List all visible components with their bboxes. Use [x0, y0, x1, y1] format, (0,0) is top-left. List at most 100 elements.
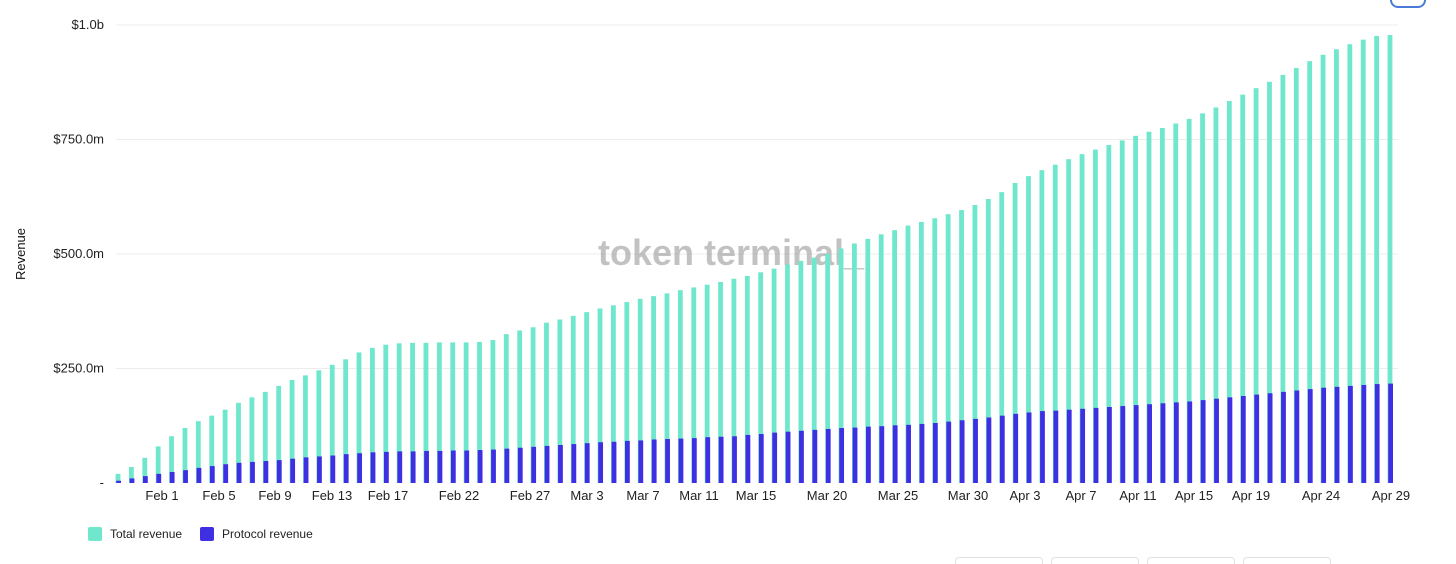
bar-protocol-revenue[interactable] [383, 451, 389, 483]
bar-protocol-revenue[interactable] [531, 446, 537, 483]
bar-total-revenue[interactable] [450, 342, 456, 483]
bar-total-revenue[interactable] [477, 341, 482, 483]
bar-total-revenue[interactable] [985, 199, 991, 484]
bar-total-revenue[interactable] [878, 234, 884, 483]
bar-protocol-revenue[interactable] [209, 466, 215, 483]
bar-protocol-revenue[interactable] [812, 429, 818, 483]
bar-protocol-revenue[interactable] [142, 476, 148, 483]
bar-total-revenue[interactable] [865, 238, 871, 483]
bar-total-revenue[interactable] [1039, 170, 1045, 483]
bar-protocol-revenue[interactable] [839, 428, 845, 483]
bar-protocol-revenue[interactable] [1026, 412, 1032, 483]
bar-protocol-revenue[interactable] [892, 425, 898, 483]
bar-protocol-revenue[interactable] [598, 442, 604, 483]
bar-protocol-revenue[interactable] [1388, 383, 1393, 483]
bar-total-revenue[interactable] [1173, 123, 1179, 483]
bar-protocol-revenue[interactable] [116, 480, 121, 483]
bar-total-revenue[interactable] [892, 230, 897, 483]
chart-toggle[interactable] [1390, 0, 1426, 8]
bar-total-revenue[interactable] [905, 225, 911, 483]
bar-total-revenue[interactable] [771, 268, 777, 483]
bar-protocol-revenue[interactable] [517, 447, 523, 483]
bar-total-revenue[interactable] [664, 293, 670, 483]
bar-total-revenue[interactable] [356, 352, 362, 483]
bar-protocol-revenue[interactable] [1120, 406, 1126, 483]
bar-total-revenue[interactable] [316, 370, 322, 483]
bar-protocol-revenue[interactable] [504, 448, 510, 483]
bar-total-revenue[interactable] [1374, 35, 1380, 483]
bar-total-revenue[interactable] [343, 359, 349, 483]
bar-protocol-revenue[interactable] [424, 450, 429, 483]
bar-total-revenue[interactable] [624, 302, 630, 483]
bar-total-revenue[interactable] [1159, 128, 1165, 484]
bar-protocol-revenue[interactable] [450, 450, 456, 483]
bar-total-revenue[interactable] [1079, 154, 1085, 483]
bar-total-revenue[interactable] [262, 391, 268, 483]
bar-total-revenue[interactable] [1066, 159, 1072, 483]
bar-protocol-revenue[interactable] [611, 441, 617, 483]
bar-total-revenue[interactable] [195, 421, 201, 483]
bar-total-revenue[interactable] [825, 254, 831, 483]
bar-total-revenue[interactable] [1253, 88, 1259, 483]
bar-total-revenue[interactable] [691, 287, 697, 483]
bar-total-revenue[interactable] [463, 342, 469, 483]
bar-total-revenue[interactable] [570, 315, 576, 483]
bar-protocol-revenue[interactable] [437, 450, 443, 483]
bar-protocol-revenue[interactable] [1147, 404, 1152, 483]
bar-total-revenue[interactable] [155, 446, 161, 483]
bar-protocol-revenue[interactable] [223, 464, 229, 483]
bar-total-revenue[interactable] [169, 436, 174, 483]
bar-protocol-revenue[interactable] [1334, 386, 1340, 483]
bar-total-revenue[interactable] [557, 319, 563, 483]
bar-protocol-revenue[interactable] [705, 437, 711, 483]
legend-item-protocol-revenue[interactable]: Protocol revenue [200, 527, 313, 541]
bar-total-revenue[interactable] [142, 457, 148, 483]
bar-protocol-revenue[interactable] [250, 461, 255, 483]
bar-protocol-revenue[interactable] [330, 455, 336, 483]
bar-total-revenue[interactable] [544, 322, 549, 483]
bar-total-revenue[interactable] [222, 409, 228, 483]
bar-protocol-revenue[interactable] [986, 417, 992, 483]
bar-total-revenue[interactable] [517, 330, 523, 483]
bar-protocol-revenue[interactable] [1281, 391, 1286, 483]
bar-protocol-revenue[interactable] [236, 462, 242, 483]
bar-total-revenue[interactable] [1093, 149, 1098, 484]
bar-protocol-revenue[interactable] [156, 473, 162, 483]
bar-total-revenue[interactable] [611, 305, 616, 483]
bar-total-revenue[interactable] [503, 334, 509, 483]
bar-protocol-revenue[interactable] [183, 470, 188, 483]
bar-protocol-revenue[interactable] [678, 438, 684, 483]
bar-protocol-revenue[interactable] [638, 440, 644, 483]
bar-total-revenue[interactable] [396, 343, 402, 483]
bar-protocol-revenue[interactable] [732, 436, 737, 483]
bar-protocol-revenue[interactable] [1187, 401, 1193, 483]
bar-total-revenue[interactable] [1347, 44, 1353, 484]
bar-protocol-revenue[interactable] [946, 421, 952, 483]
bar-total-revenue[interactable] [584, 312, 590, 483]
bar-total-revenue[interactable] [932, 218, 938, 483]
bar-total-revenue[interactable] [1200, 113, 1205, 484]
bar-total-revenue[interactable] [236, 402, 241, 483]
bar-total-revenue[interactable] [530, 327, 536, 483]
bar-protocol-revenue[interactable] [410, 451, 416, 483]
bar-protocol-revenue[interactable] [370, 452, 376, 483]
bar-protocol-revenue[interactable] [718, 436, 724, 483]
bar-protocol-revenue[interactable] [491, 449, 496, 483]
bar-total-revenue[interactable] [1293, 68, 1299, 483]
bar-protocol-revenue[interactable] [919, 423, 925, 483]
bar-total-revenue[interactable] [115, 473, 121, 483]
bar-total-revenue[interactable] [1106, 144, 1112, 483]
bar-protocol-revenue[interactable] [691, 438, 697, 483]
bar-protocol-revenue[interactable] [263, 461, 269, 483]
bar-total-revenue[interactable] [852, 243, 857, 483]
bar-protocol-revenue[interactable] [825, 428, 831, 483]
bar-total-revenue[interactable] [423, 342, 429, 483]
bar-protocol-revenue[interactable] [1348, 385, 1353, 483]
bar-total-revenue[interactable] [972, 204, 978, 483]
bar-total-revenue[interactable] [1133, 135, 1138, 483]
bar-total-revenue[interactable] [811, 257, 817, 483]
bar-protocol-revenue[interactable] [477, 450, 483, 483]
bar-protocol-revenue[interactable] [303, 457, 309, 483]
bar-protocol-revenue[interactable] [1374, 384, 1380, 483]
bar-protocol-revenue[interactable] [1093, 407, 1099, 483]
